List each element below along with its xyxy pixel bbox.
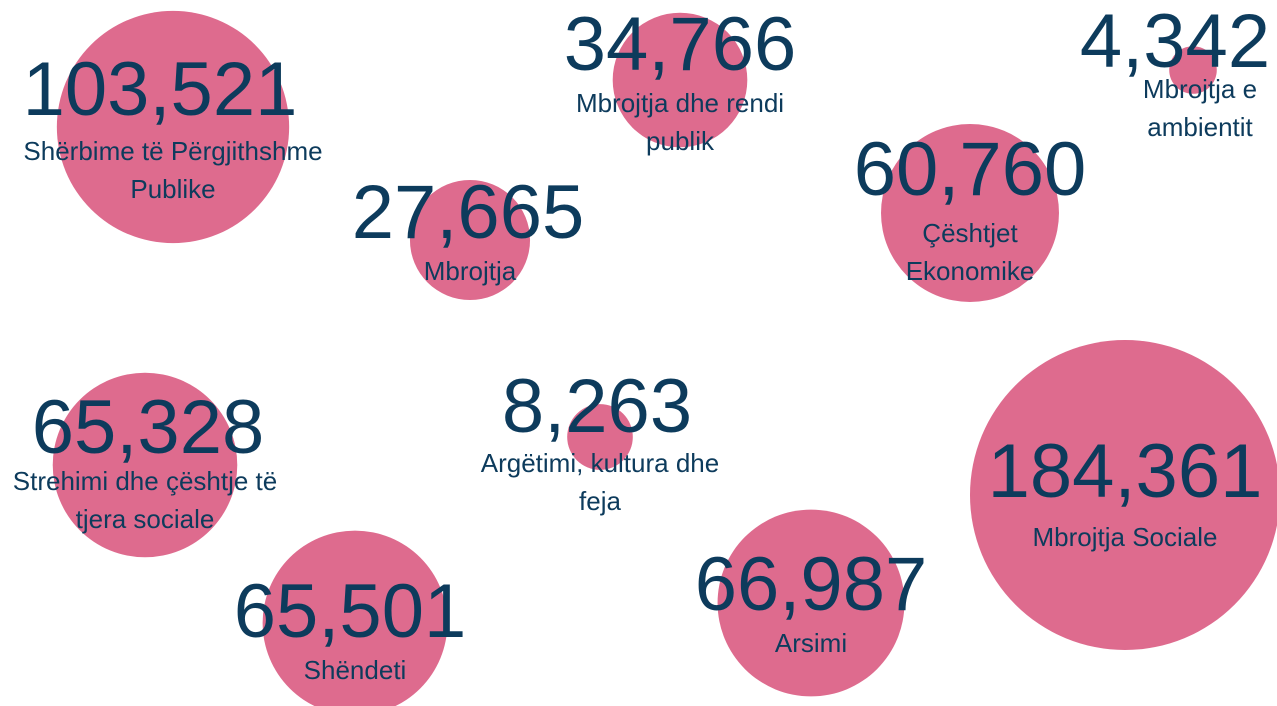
bubble <box>52 372 238 558</box>
category-label: Shërbime të Përgjithshme Publike <box>23 136 323 204</box>
value-label: 60,760 <box>853 127 1087 212</box>
category-label: Mbrojtja Sociale <box>1032 522 1218 552</box>
category-label: Arsimi <box>774 628 848 658</box>
value-label: 65,501 <box>233 569 467 654</box>
bubble <box>409 179 531 301</box>
category-label: Mbrojtja e ambientit <box>1142 74 1258 142</box>
bubble <box>970 340 1277 650</box>
category-label: Mbrojtja dhe rendi publik <box>575 88 785 156</box>
value-label: 27,665 <box>351 170 585 255</box>
value-label: 66,987 <box>694 542 928 627</box>
bubble <box>612 12 748 148</box>
bubble <box>56 10 290 244</box>
bubble <box>262 530 448 706</box>
category-label: Mbrojtja <box>423 256 517 286</box>
bubble <box>717 509 905 697</box>
bubble <box>1169 46 1217 94</box>
category-label: Strehimi dhe çështje të tjera sociale <box>12 466 278 534</box>
value-label: 184,361 <box>987 429 1263 514</box>
bubble <box>881 124 1059 302</box>
bubble <box>567 404 633 470</box>
value-label: 65,328 <box>31 385 265 470</box>
category-label: Shëndeti <box>303 655 407 685</box>
value-label: 103,521 <box>22 47 298 132</box>
value-label: 8,263 <box>501 364 693 449</box>
category-label: Çështjet Ekonomike <box>905 218 1035 286</box>
value-label: 34,766 <box>563 2 797 87</box>
category-label: Argëtimi, kultura dhe feja <box>480 448 720 516</box>
value-label: 4,342 <box>1079 0 1271 84</box>
